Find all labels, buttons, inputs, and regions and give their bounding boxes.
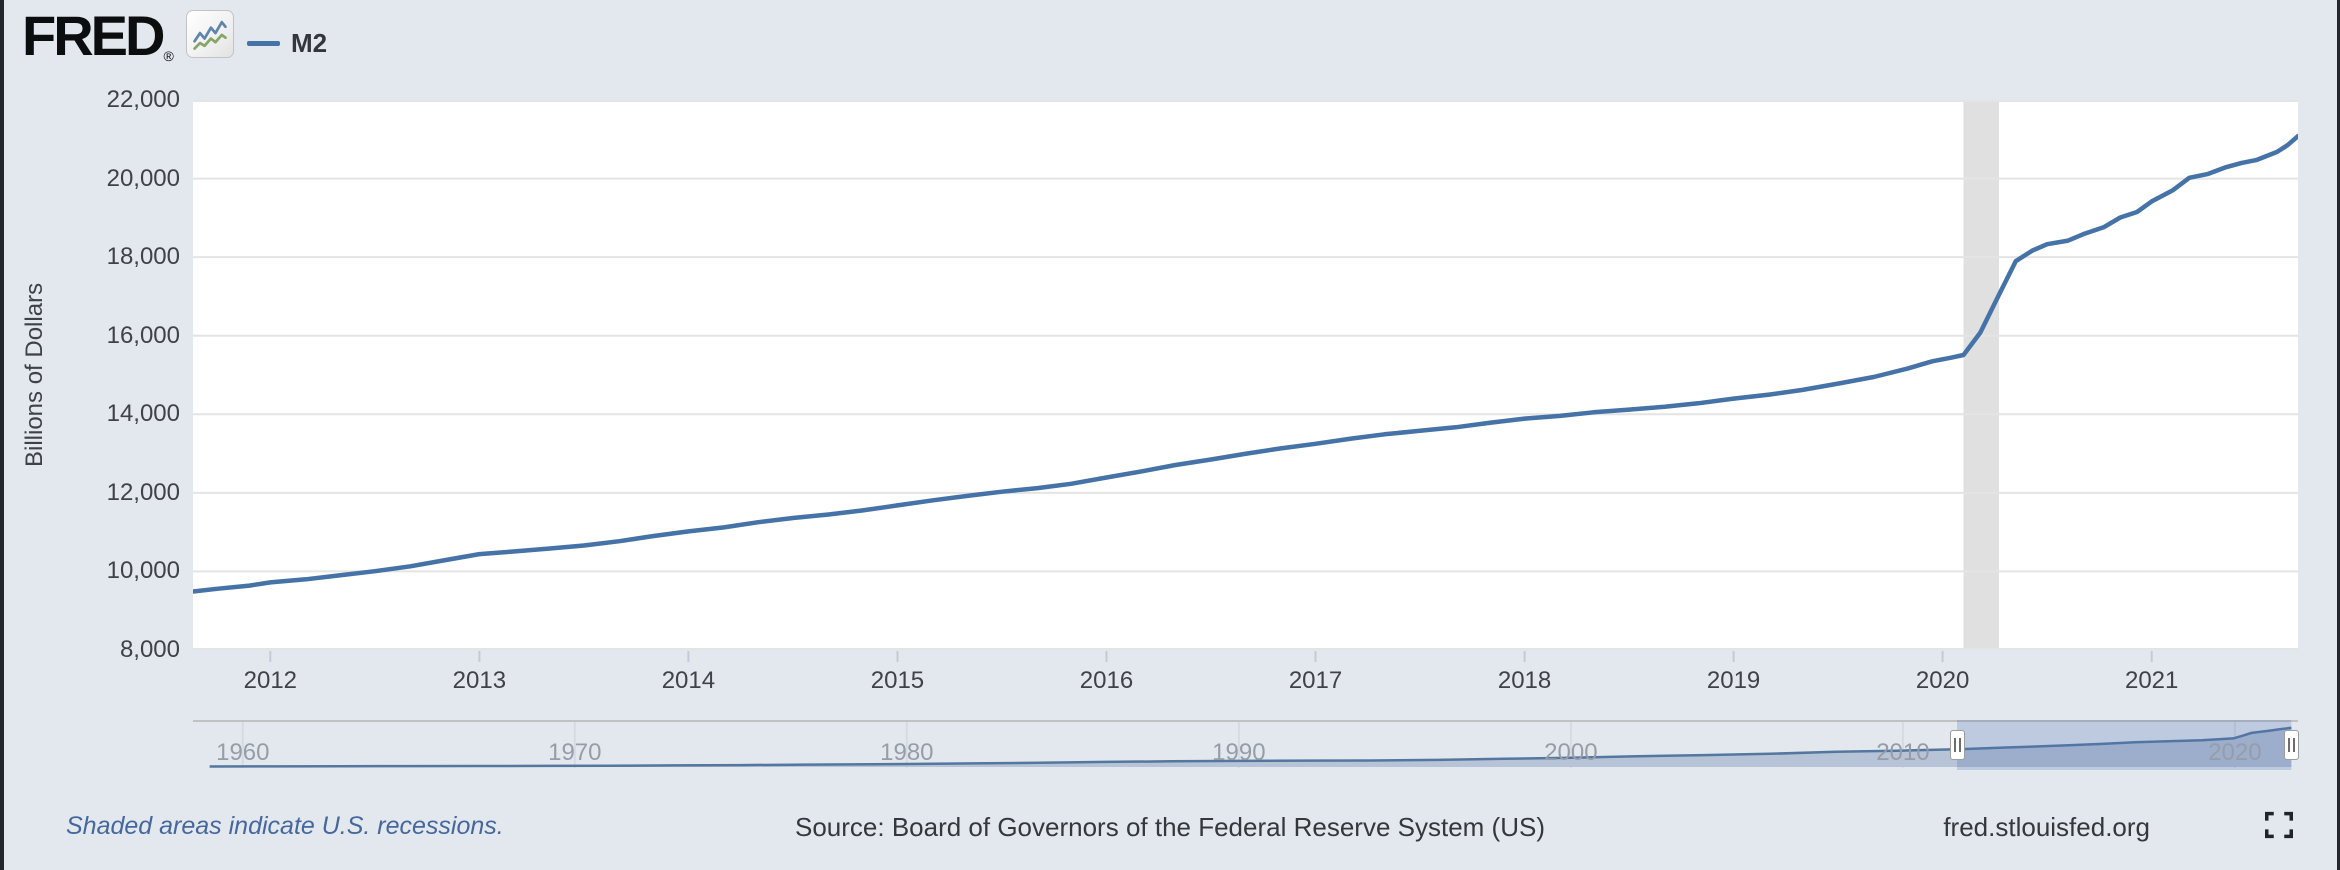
x-tick-label: 2014	[661, 667, 716, 694]
x-tick-label: 2021	[2124, 667, 2179, 694]
window-left-border	[0, 0, 4, 870]
plot-background	[193, 100, 2298, 650]
x-tick-label: 2012	[243, 667, 298, 694]
fred-sparkline-icon	[185, 10, 234, 58]
window-right-border	[2337, 0, 2340, 870]
x-tick-label: 2017	[1288, 667, 1343, 694]
y-tick-label: 18,000	[106, 243, 180, 271]
navigator-line	[209, 726, 2292, 768]
fullscreen-icon	[2265, 811, 2293, 839]
plot-area[interactable]	[193, 100, 2298, 664]
navigator-decade-label: 1970	[548, 739, 602, 766]
x-tick-label: 2018	[1497, 667, 1552, 694]
y-tick-label: 10,000	[106, 557, 180, 585]
navigator-decade-label: 1980	[880, 739, 934, 766]
x-tick-label: 2020	[1915, 667, 1970, 694]
navigator-decade-label: 1960	[216, 739, 270, 766]
fred-logo: FRED ®	[22, 8, 234, 64]
y-tick-label: 20,000	[106, 164, 180, 192]
fullscreen-button[interactable]	[2260, 806, 2298, 844]
recession-note: Shaded areas indicate U.S. recessions.	[66, 812, 504, 840]
navigator-decade-label: 1990	[1212, 739, 1266, 766]
legend: M2	[247, 28, 327, 59]
legend-line-swatch	[247, 41, 280, 46]
source-attribution: Source: Board of Governors of the Federa…	[795, 812, 1545, 842]
site-url: fred.stlouisfed.org	[1943, 812, 2150, 842]
drag-handle-icon	[2292, 738, 2295, 752]
drag-handle-icon	[1958, 738, 1961, 752]
y-tick-label: 22,000	[106, 86, 180, 113]
y-tick-label: 12,000	[106, 478, 180, 506]
registered-trademark-icon: ®	[163, 48, 174, 64]
x-tick-label: 2015	[870, 667, 925, 694]
fred-logo-text: FRED	[22, 4, 165, 67]
drag-handle-icon	[2287, 738, 2290, 752]
navigator-slider-track[interactable]	[193, 720, 2298, 770]
navigator-left-handle[interactable]	[1949, 730, 1965, 760]
x-tick-label: 2019	[1706, 667, 1761, 694]
navigator-decade-label: 2010	[1876, 739, 1930, 766]
navigator-decade-label: 2020	[2208, 739, 2262, 766]
drag-handle-icon	[1953, 738, 1956, 752]
y-tick-label: 8,000	[119, 636, 180, 663]
navigator-decade-label: 2000	[1544, 739, 1598, 766]
x-tick-label: 2013	[452, 667, 507, 694]
navigator-right-handle[interactable]	[2283, 730, 2299, 760]
navigator-selection[interactable]	[1957, 720, 2292, 770]
recession-band	[1963, 100, 1999, 650]
legend-series-label: M2	[291, 28, 328, 58]
y-tick-label: 16,000	[106, 321, 180, 349]
navigator-area	[209, 727, 2292, 767]
y-tick-label: 14,000	[106, 400, 180, 428]
x-tick-label: 2016	[1079, 667, 1134, 694]
m2-line	[193, 133, 2298, 594]
